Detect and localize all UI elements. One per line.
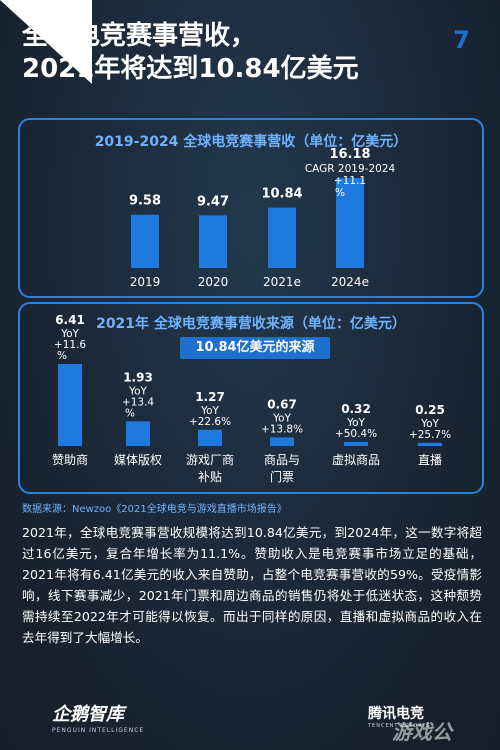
logo-left-subtext: PENGUIN INTELLIGENCE (52, 727, 145, 734)
source-value-label-1: 1.93 (123, 370, 153, 384)
source-tick-label-1-0: 媒体版权 (114, 453, 162, 467)
yoy-label-5-0: YoY (420, 418, 439, 430)
value-label-2021e: 10.84 (261, 187, 302, 202)
tick-label-2021e: 2021e (263, 275, 301, 289)
source-bar-chart: 6.41YoY+11.6%赞助商1.93YoY+13.4%媒体版权1.27YoY… (52, 313, 451, 484)
yoy-label-0-1: +11.6 (54, 339, 86, 351)
yoy-label-0-2: % (57, 350, 67, 362)
penguin-intelligence-logo: 企鹅智库 PENGUIN INTELLIGENCE (52, 700, 144, 734)
corner-triangle (0, 0, 92, 84)
source-bar-4 (344, 441, 368, 446)
yoy-label-3-1: +13.8% (261, 423, 303, 435)
source-tick-label-0-0: 赞助商 (52, 452, 88, 467)
source-chart-subtitle: 10.84亿美元的来源 (180, 337, 330, 359)
data-source: 数据来源：Newzoo《2021全球电竞与游戏直播市场报告》 (22, 504, 287, 515)
tick-label-2020: 2020 (198, 275, 229, 289)
yoy-label-1-1: +13.4 (122, 396, 154, 408)
yoy-label-5-1: +25.7% (409, 429, 451, 441)
source-chart-title: 2021年 全球电竞赛事营收来源（单位：亿美元） (96, 316, 406, 332)
yoy-label-4-1: +50.4% (335, 428, 377, 440)
source-tick-label-3-1: 门票 (270, 469, 294, 484)
page-number: 7 (453, 26, 470, 54)
logo-left-text: 企鹅智库 (52, 704, 124, 725)
yoy-label-1-0: YoY (128, 385, 147, 397)
revenue-chart-title: 2019-2024 全球电竞赛事营收（单位：亿美元） (94, 134, 408, 150)
bar-2024e (336, 178, 364, 268)
bar-2021e (268, 207, 296, 268)
logo-right-subtext: TENCENT ESPORTS (368, 723, 431, 729)
tick-label-2019: 2019 (130, 275, 161, 289)
annotation-line-0: CAGR 2019-2024 (305, 163, 396, 175)
source-tick-label-3-0: 商品与 (264, 452, 300, 467)
yoy-label-0-0: YoY (60, 328, 79, 340)
corner-badge (0, 0, 92, 84)
source-value-label-2: 1.27 (195, 390, 225, 404)
yoy-label-2-1: +22.6% (189, 416, 231, 428)
source-chart-panel: 2021年 全球电竞赛事营收来源（单位：亿美元） 10.84亿美元的来源 6.4… (18, 302, 484, 494)
yoy-label-3-0: YoY (272, 412, 291, 424)
source-bar-5 (418, 442, 442, 446)
bar-2020 (199, 215, 227, 268)
value-label-2019: 9.58 (129, 194, 161, 209)
source-tick-label-2-0: 游戏厂商 (186, 452, 234, 467)
source-bar-2 (198, 429, 222, 446)
yoy-label-1-2: % (125, 407, 135, 419)
watermark: 游戏公 (392, 720, 452, 744)
value-label-2024e: 16.18 (329, 147, 370, 162)
bar-2019 (131, 214, 159, 268)
source-bar-3 (270, 437, 294, 446)
value-label-2020: 9.47 (197, 194, 229, 209)
tencent-esports-logo: 腾讯电竞 TENCENT ESPORTS (368, 703, 431, 729)
yoy-label-4-0: YoY (346, 417, 365, 429)
yoy-label-2-0: YoY (200, 405, 219, 417)
source-bar-0 (58, 364, 82, 446)
source-tick-label-5-0: 直播 (418, 453, 442, 467)
revenue-bar-chart: 9.58 2019 9.47 2020 10.84 2021e 16.18 2024e CAGR… (129, 147, 396, 289)
source-value-label-5: 0.25 (415, 403, 445, 417)
logo-right-text: 腾讯电竞 (368, 706, 424, 722)
body-paragraph: 2021年，全球电竞赛事营收规模将达到10.84亿美元，到2024年，这一数字将… (22, 525, 482, 645)
source-bar-1 (126, 421, 150, 446)
annotation-line-1: +11.1 (334, 175, 366, 187)
source-value-label-0: 6.41 (55, 313, 85, 327)
source-value-label-4: 0.32 (341, 402, 371, 416)
source-value-label-3: 0.67 (267, 397, 297, 411)
annotation-line-2: % (335, 187, 345, 199)
tick-label-2024e: 2024e (331, 275, 369, 289)
source-tick-label-2-1: 补贴 (198, 470, 222, 484)
source-tick-label-4-0: 虚拟商品 (332, 452, 380, 467)
revenue-chart-panel: 2019-2024 全球电竞赛事营收（单位：亿美元） 9.58 2019 9.47 2… (18, 118, 484, 298)
